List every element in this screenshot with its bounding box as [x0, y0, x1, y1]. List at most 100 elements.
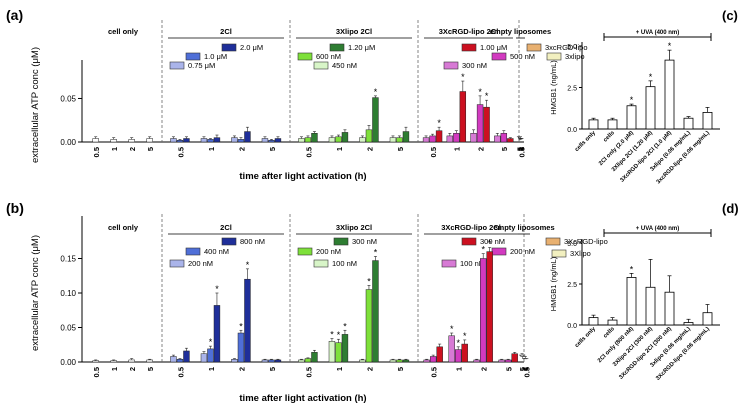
- x-tick-label: 2: [476, 147, 485, 151]
- bar: [436, 346, 443, 363]
- significance-star: *: [485, 91, 489, 101]
- uva-label: + UVA (400 nm): [636, 226, 680, 232]
- legend-label: 0.75 μM: [188, 61, 215, 70]
- bar: [402, 131, 410, 143]
- panel-label-b: (b): [6, 200, 24, 216]
- legend-label: 800 nM: [240, 237, 265, 246]
- x-tick-label: 1: [335, 147, 344, 151]
- bar: [146, 138, 153, 143]
- bar: [455, 349, 462, 363]
- bar: [372, 260, 379, 363]
- bar: [237, 332, 245, 363]
- legend-label: 100 nM: [460, 259, 485, 268]
- bar: [268, 140, 275, 143]
- x-tick-label: 5: [268, 147, 277, 151]
- bar: [505, 359, 512, 363]
- bar: [470, 133, 477, 143]
- bar: [511, 353, 518, 363]
- bar: [372, 97, 379, 143]
- bar: [335, 136, 342, 143]
- x-tick-label: 1: [521, 367, 530, 371]
- panel-label-a: (a): [6, 7, 23, 23]
- bar: [304, 358, 312, 363]
- x-tick-label: 0.5: [430, 367, 439, 377]
- bar: [359, 137, 366, 143]
- bar: [448, 335, 455, 363]
- significance-star: *: [374, 247, 378, 257]
- bar: [435, 130, 443, 143]
- legend-label: 1.00 μM: [480, 43, 507, 52]
- y-tick-label: 0.10: [60, 289, 76, 298]
- x-tick-label: 2: [516, 147, 525, 151]
- bar: [261, 138, 269, 143]
- x-tick-label: 2: [480, 367, 489, 371]
- bar: [626, 277, 637, 326]
- bar: [176, 140, 184, 143]
- bar: [702, 112, 713, 130]
- bar: [396, 137, 403, 143]
- x-tick-label: 1: [453, 147, 462, 151]
- panel-label-d: (d): [722, 201, 739, 216]
- legend-swatch: [313, 61, 329, 70]
- bar: [170, 138, 177, 143]
- x-tick-label: 2: [128, 367, 137, 371]
- legend-swatch: [551, 249, 567, 258]
- legend-label: 300 nM: [480, 237, 505, 246]
- x-tick-label: 0.5: [92, 147, 101, 157]
- group-title-g1: cell only: [108, 223, 139, 232]
- bar: [645, 286, 656, 326]
- category-label: cells: [603, 326, 616, 339]
- bar: [304, 137, 312, 143]
- x-tick-label: 2: [237, 367, 246, 371]
- legend-swatch: [546, 52, 562, 61]
- y-tick-label: 0.00: [60, 138, 76, 147]
- group-title-g1: cell only: [108, 27, 139, 36]
- bar: [664, 291, 675, 326]
- bar: [341, 334, 349, 363]
- bar: [207, 139, 214, 143]
- bar: [626, 105, 637, 130]
- bar: [423, 359, 430, 363]
- significance-star: *: [481, 245, 485, 255]
- category-label: cells: [603, 130, 616, 143]
- x-tick-label: 1: [207, 367, 216, 371]
- bar: [607, 319, 618, 326]
- x-tick-label: 2: [237, 147, 246, 151]
- bar: [207, 348, 214, 363]
- x-tick-label: 2: [365, 147, 374, 151]
- bar: [311, 133, 318, 143]
- x-tick-label: 2: [365, 367, 374, 371]
- legend-swatch: [297, 247, 313, 256]
- bar: [683, 117, 694, 130]
- y-tick-label: 2.5: [567, 86, 577, 93]
- x-tick-label: 0.5: [304, 147, 313, 157]
- legend-swatch: [185, 52, 201, 61]
- bar: [110, 139, 117, 143]
- bar: [473, 359, 480, 363]
- bar: [183, 350, 190, 363]
- x-tick-label: 5: [518, 367, 527, 371]
- x-tick-label: 0.5: [304, 367, 313, 377]
- bar: [480, 258, 487, 363]
- bar: [328, 341, 336, 363]
- bar: [389, 137, 397, 143]
- x-tick-label: 1: [335, 367, 344, 371]
- x-tick-label: 2: [519, 367, 528, 371]
- x-tick-label: 5: [268, 367, 277, 371]
- legend-label: 3Xlipo: [570, 249, 591, 258]
- panel-label-c: (c): [722, 8, 738, 23]
- legend-label: 1.20 μM: [348, 43, 375, 52]
- bar: [498, 359, 505, 363]
- legend-swatch: [297, 52, 313, 61]
- legend-label: 100 nM: [332, 259, 357, 268]
- legend-label: 3xcRGD-lipo: [545, 43, 588, 52]
- significance-star: *: [337, 330, 341, 340]
- bar: [483, 106, 490, 143]
- group-title-g3: 3Xlipo 2Cl: [336, 27, 372, 36]
- legend-swatch: [169, 61, 185, 70]
- legend-label: 300 nM: [462, 61, 487, 70]
- bar: [335, 342, 342, 363]
- y-tick-label: 5.0: [567, 44, 577, 51]
